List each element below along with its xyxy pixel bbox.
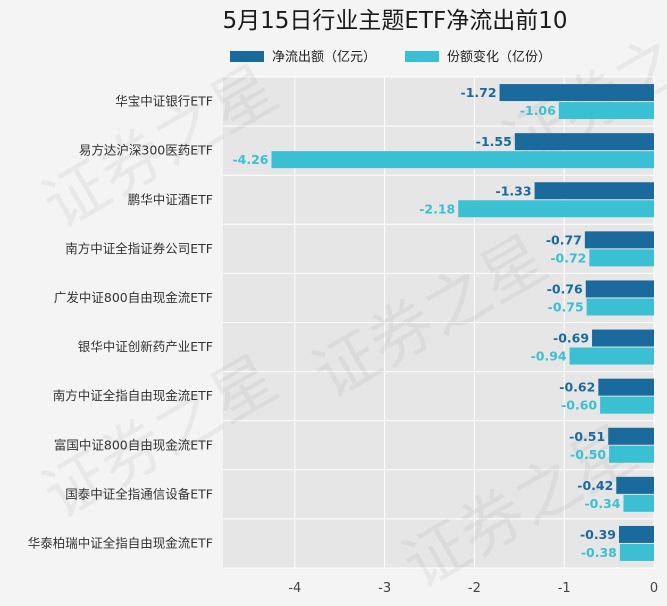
category-label: 华宝中证银行ETF: [115, 94, 213, 109]
data-label: -1.33: [496, 183, 532, 198]
x-tick-label: -3: [378, 581, 391, 596]
bar-share-change: [619, 543, 654, 561]
bar-net-outflow: [514, 133, 654, 151]
bar-share-change: [569, 347, 654, 365]
bar-share-change: [586, 298, 654, 316]
category-label: 广发中证800自由现金流ETF: [54, 290, 213, 305]
legend-swatch-net-outflow: [230, 51, 264, 62]
x-tick-label: -2: [468, 581, 481, 596]
data-label: -1.72: [461, 85, 497, 100]
x-tick-label: -1: [558, 581, 571, 596]
data-label: -0.39: [580, 527, 616, 542]
bar-share-change: [458, 200, 654, 218]
bar-net-outflow: [616, 476, 654, 494]
bar-share-change: [558, 102, 654, 120]
category-label: 银华中证创新药产业ETF: [78, 339, 213, 354]
bar-net-outflow: [499, 84, 654, 102]
data-label: -0.60: [561, 398, 597, 413]
x-tick-label: 0: [650, 581, 658, 596]
bar-share-change: [600, 396, 654, 414]
category-labels: 华宝中证银行ETF 易方达沪深300医药ETF 鹏华中证酒ETF 南方中证全指证券公司…: [28, 94, 213, 551]
bar-net-outflow: [608, 427, 654, 445]
bars: [271, 84, 654, 561]
data-label: -0.75: [548, 299, 584, 314]
category-label: 国泰中证全指通信设备ETF: [65, 486, 213, 501]
legend-label-net-outflow: 净流出额（亿元）: [272, 50, 376, 65]
bar-net-outflow: [584, 231, 654, 249]
data-label: -0.69: [553, 331, 589, 346]
bar-share-change: [589, 249, 654, 267]
bar-share-change: [271, 151, 654, 169]
x-tick-label: -4: [288, 581, 301, 596]
data-label: -0.77: [546, 232, 582, 247]
legend-label-share-change: 份额变化（亿份）: [447, 49, 551, 65]
bar-net-outflow: [618, 525, 654, 543]
data-label: -0.50: [570, 447, 606, 462]
category-label: 华泰柏瑞中证全指自由现金流ETF: [28, 535, 213, 550]
x-axis-ticks: -4 -3 -2 -1 0: [288, 581, 658, 596]
category-label: 鹏华中证酒ETF: [128, 192, 213, 207]
data-label: -0.94: [531, 349, 567, 364]
data-label: -1.55: [476, 134, 512, 149]
legend: 净流出额（亿元） 份额变化（亿份）: [230, 49, 551, 65]
bar-net-outflow: [592, 329, 654, 347]
category-label: 南方中证全指自由现金流ETF: [53, 388, 213, 403]
bar-share-change: [609, 445, 654, 463]
data-label: -4.26: [232, 152, 268, 167]
bar-net-outflow: [585, 280, 654, 298]
data-label: -0.62: [559, 380, 595, 395]
data-label: -0.38: [581, 545, 617, 560]
data-label: -0.72: [550, 250, 586, 265]
bar-share-change: [623, 494, 654, 512]
category-label: 南方中证全指证券公司ETF: [65, 241, 213, 256]
bar-net-outflow: [598, 378, 654, 396]
data-label: -0.76: [547, 281, 583, 296]
data-label: -0.34: [584, 496, 620, 511]
category-label: 富国中证800自由现金流ETF: [54, 437, 213, 452]
category-label: 易方达沪深300医药ETF: [79, 143, 213, 158]
data-label: -2.18: [419, 201, 455, 216]
data-label: -1.06: [520, 103, 556, 118]
value-labels: -1.72 -1.06 -1.55 -4.26 -1.33 -2.18 -0.77 -0.72…: [232, 85, 620, 560]
chart-title: 5月15日行业主题ETF净流出前10: [223, 8, 568, 34]
data-label: -0.42: [577, 478, 613, 493]
data-label: -0.51: [569, 429, 605, 444]
legend-swatch-share-change: [405, 51, 439, 62]
bar-net-outflow: [534, 182, 654, 200]
